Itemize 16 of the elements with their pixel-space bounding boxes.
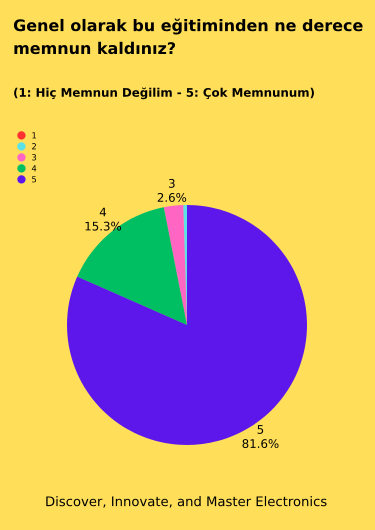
text: Discover, Innovate, and Master Electronics [46, 496, 327, 508]
pie-slice [77, 207, 187, 325]
chart-title: Genel olarak bu eğitiminden ne derece memnun kaldınız? [14, 18, 363, 54]
slice-label: 5 [258, 425, 264, 434]
slice-label: 3 [168, 178, 175, 188]
data-label: 81.6% [242, 439, 279, 448]
legend-label: 3 [32, 154, 36, 160]
chart-subtitle: (1: Hiç Memnun Değilim - 5: Çok Memnunum) [14, 87, 314, 100]
pie-slice [164, 205, 187, 325]
legend-label: 5 [32, 176, 36, 182]
legend-label: 1 [32, 132, 36, 138]
legend-label: 2 [32, 143, 36, 150]
data-label: 15.3% [86, 222, 122, 231]
slice-label: 4 [100, 208, 106, 216]
data-label: 2.6% [158, 193, 186, 202]
legend-label: 4 [32, 165, 36, 172]
